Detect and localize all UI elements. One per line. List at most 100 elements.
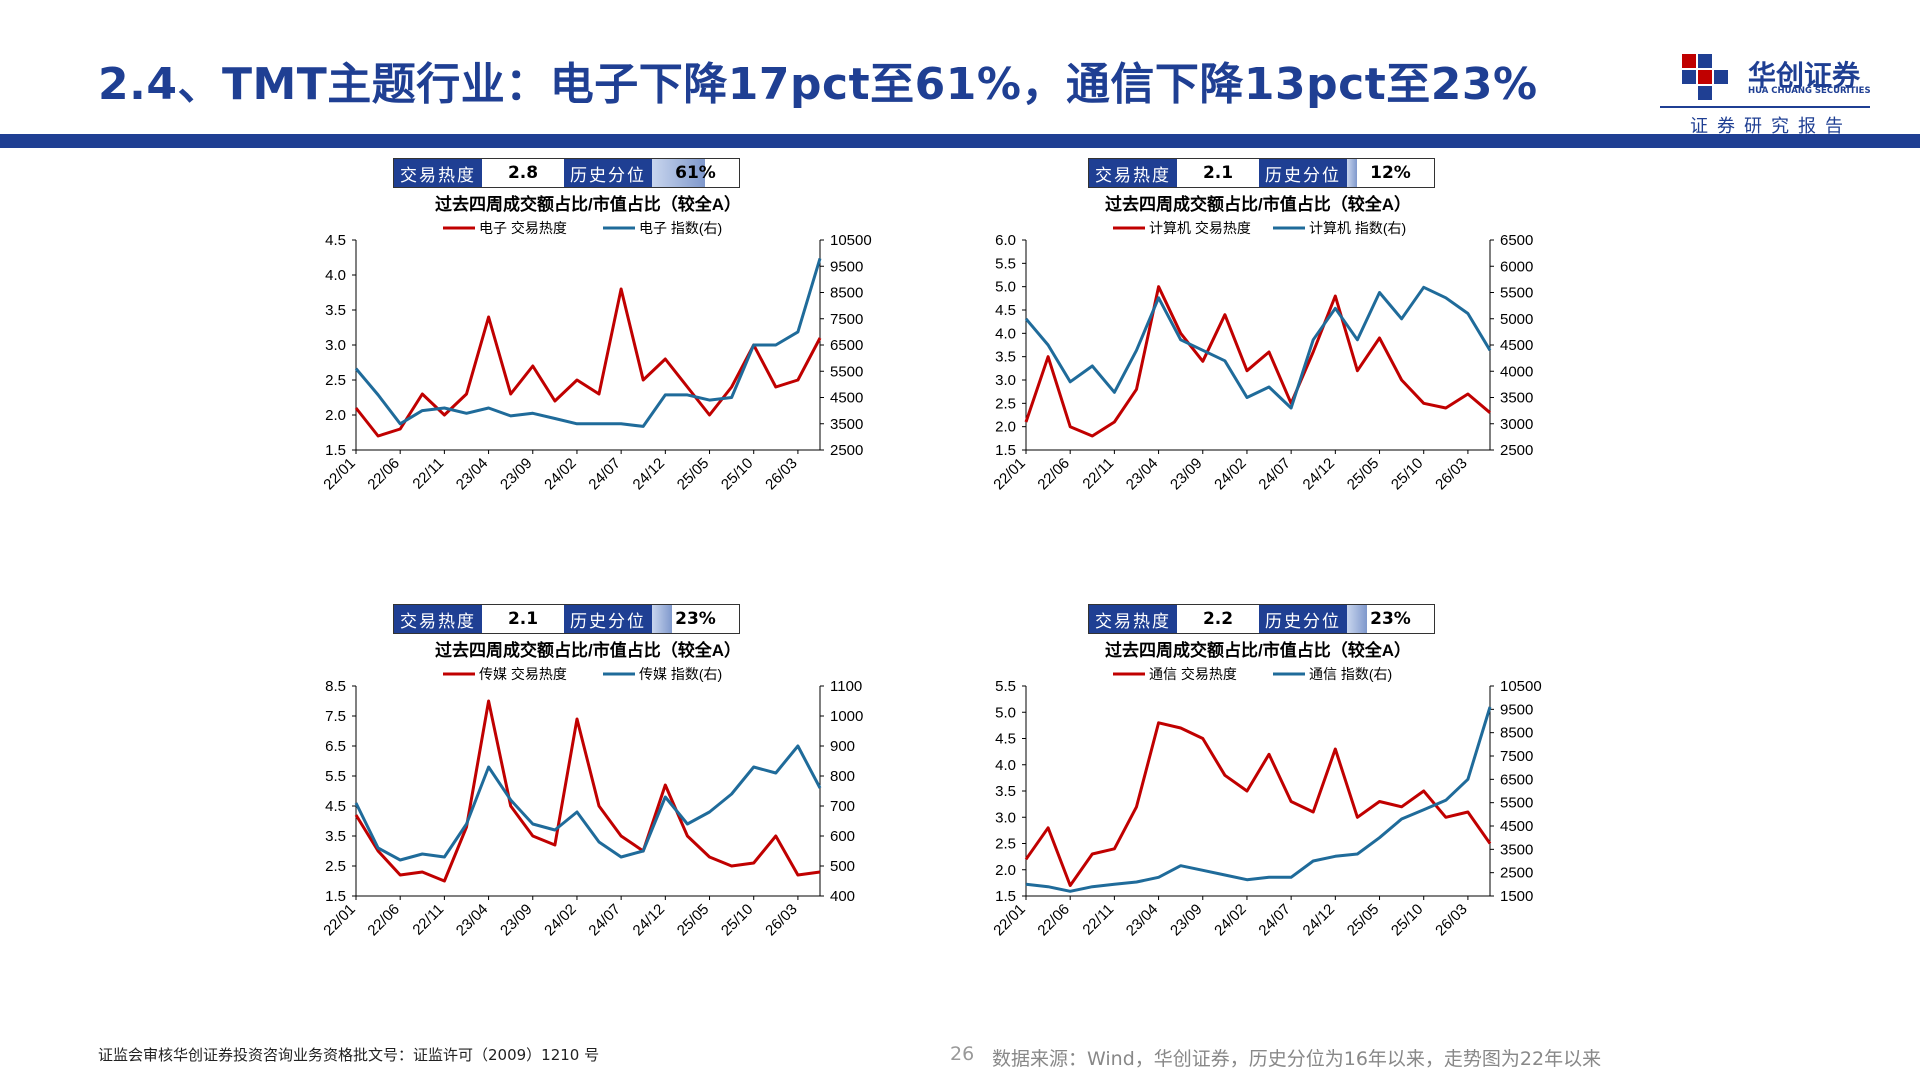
y2-tick-label: 9500 bbox=[1500, 701, 1533, 718]
page-title: 2.4、TMT主题行业：电子下降17pct至61%，通信下降13pct至23% bbox=[98, 59, 1538, 110]
y-tick-label: 5.5 bbox=[995, 678, 1016, 695]
x-tick-label: 25/05 bbox=[1344, 455, 1383, 494]
percentile-value: 12% bbox=[1347, 159, 1434, 187]
panel-header-media: 交易热度 2.1 历史分位 23% bbox=[393, 604, 740, 634]
x-tick-label: 23/04 bbox=[1123, 455, 1162, 494]
series-line-index bbox=[354, 257, 822, 428]
y-tick-label: 2.5 bbox=[995, 836, 1016, 853]
legend-item: 电子 指数(右) bbox=[603, 220, 722, 236]
heat-label: 交易热度 bbox=[1089, 605, 1177, 633]
legend-item: 电子 交易热度 bbox=[443, 220, 567, 236]
x-tick-label: 24/07 bbox=[1255, 455, 1294, 494]
series-line-heat bbox=[354, 287, 822, 438]
percentile-label: 历史分位 bbox=[1259, 605, 1347, 633]
series-line-index bbox=[1025, 706, 1492, 893]
y-tick-label: 4.0 bbox=[325, 267, 346, 284]
y-tick-label: 3.5 bbox=[995, 349, 1016, 366]
series-line-index bbox=[1024, 285, 1492, 410]
y2-tick-label: 500 bbox=[830, 858, 855, 875]
x-tick-label: 25/10 bbox=[1388, 901, 1427, 940]
x-tick-label: 22/06 bbox=[1034, 901, 1073, 940]
y2-tick-label: 4500 bbox=[1500, 337, 1533, 354]
panel-header-electronics: 交易热度 2.8 历史分位 61% bbox=[393, 158, 740, 188]
x-tick-label: 24/12 bbox=[1300, 455, 1339, 494]
logo-mark-icon bbox=[1682, 54, 1728, 100]
y2-tick-label: 1100 bbox=[830, 678, 862, 695]
x-tick-label: 22/11 bbox=[1079, 901, 1117, 939]
y-tick-label: 2.0 bbox=[325, 407, 346, 424]
x-tick-label: 24/02 bbox=[1211, 901, 1250, 940]
x-tick-label: 22/01 bbox=[320, 455, 359, 494]
logo-subtitle: 证券研究报告 bbox=[1690, 116, 1852, 137]
y2-tick-label: 5000 bbox=[1500, 311, 1533, 328]
y2-tick-label: 2500 bbox=[1500, 442, 1533, 459]
y2-tick-label: 600 bbox=[830, 828, 855, 845]
y2-tick-label: 8500 bbox=[1500, 725, 1533, 742]
heat-value: 2.1 bbox=[507, 609, 539, 629]
x-tick-label: 22/11 bbox=[409, 901, 447, 939]
y-tick-label: 4.5 bbox=[995, 302, 1016, 319]
y2-tick-label: 4000 bbox=[1500, 363, 1533, 380]
x-tick-label: 23/09 bbox=[497, 455, 536, 494]
y-tick-label: 2.5 bbox=[995, 395, 1016, 412]
series-line-heat bbox=[1024, 285, 1491, 438]
header-bar bbox=[0, 134, 1920, 148]
y2-tick-label: 400 bbox=[830, 888, 855, 905]
y2-tick-label: 10500 bbox=[1500, 678, 1542, 695]
x-tick-label: 23/09 bbox=[1167, 901, 1206, 940]
x-tick-label: 25/10 bbox=[1388, 455, 1427, 494]
y2-tick-label: 4500 bbox=[830, 390, 863, 407]
panel-header-computer: 交易热度 2.1 历史分位 12% bbox=[1088, 158, 1435, 188]
percentile-label: 历史分位 bbox=[1259, 159, 1347, 187]
y-tick-label: 7.5 bbox=[325, 708, 346, 725]
y2-tick-label: 7500 bbox=[830, 311, 863, 328]
panel-header-telecom: 交易热度 2.2 历史分位 23% bbox=[1088, 604, 1435, 634]
data-source: 数据来源：Wind，华创证券，历史分位为16年以来，走势图为22年以来 bbox=[992, 1048, 1602, 1070]
x-tick-label: 24/12 bbox=[630, 455, 669, 494]
x-tick-label: 24/07 bbox=[585, 901, 624, 940]
y-tick-label: 3.5 bbox=[995, 783, 1016, 800]
heat-value: 2.1 bbox=[1202, 163, 1234, 183]
legend-item: 传媒 交易热度 bbox=[443, 666, 567, 682]
percentile-fill-bar bbox=[652, 605, 672, 633]
y-tick-label: 2.5 bbox=[325, 372, 346, 389]
y-tick-label: 1.5 bbox=[995, 442, 1016, 459]
chart-telecom: 过去四周成交额占比/市值占比（较全A） 通信 交易热度 通信 指数(右) 1.5 2.0… bbox=[990, 640, 1542, 940]
y-tick-label: 4.0 bbox=[995, 325, 1016, 342]
y2-tick-label: 3500 bbox=[1500, 390, 1533, 407]
chart-title: 过去四周成交额占比/市值占比（较全A） bbox=[435, 194, 741, 214]
page-number: 26 bbox=[950, 1043, 975, 1065]
x-tick-label: 25/10 bbox=[718, 455, 757, 494]
y-tick-label: 1.5 bbox=[995, 888, 1016, 905]
x-tick-label: 25/05 bbox=[674, 901, 713, 940]
x-tick-label: 22/06 bbox=[364, 901, 403, 940]
x-tick-label: 24/12 bbox=[1300, 901, 1339, 940]
y2-tick-label: 6500 bbox=[1500, 771, 1533, 788]
x-tick-label: 23/04 bbox=[453, 455, 492, 494]
x-tick-label: 24/02 bbox=[541, 901, 580, 940]
y2-tick-label: 3500 bbox=[1500, 841, 1533, 858]
y2-tick-label: 800 bbox=[830, 768, 855, 785]
x-tick-label: 22/06 bbox=[1034, 455, 1073, 494]
y2-tick-label: 6500 bbox=[830, 337, 863, 354]
percentile-fill-bar bbox=[652, 159, 706, 187]
percentile-label: 历史分位 bbox=[564, 159, 652, 187]
x-tick-label: 25/10 bbox=[718, 901, 757, 940]
legend-item: 计算机 交易热度 bbox=[1113, 220, 1251, 236]
series-line-heat bbox=[354, 699, 821, 883]
percentile-value: 61% bbox=[652, 159, 739, 187]
heat-value: 2.2 bbox=[1202, 609, 1234, 629]
heat-label: 交易热度 bbox=[1089, 159, 1177, 187]
y-tick-label: 2.0 bbox=[995, 419, 1016, 436]
y-tick-label: 5.5 bbox=[995, 255, 1016, 272]
x-tick-label: 24/02 bbox=[1211, 455, 1250, 494]
y2-tick-label: 5500 bbox=[1500, 285, 1533, 302]
x-tick-label: 23/04 bbox=[1123, 901, 1162, 940]
heat-value: 2.8 bbox=[507, 163, 539, 183]
y2-tick-label: 1500 bbox=[1500, 888, 1533, 905]
y2-tick-label: 2500 bbox=[830, 442, 863, 459]
x-tick-label: 24/07 bbox=[1255, 901, 1294, 940]
x-tick-label: 26/03 bbox=[1432, 455, 1471, 494]
legend-label: 电子 指数(右) bbox=[639, 220, 722, 236]
y-tick-label: 1.5 bbox=[325, 888, 346, 905]
